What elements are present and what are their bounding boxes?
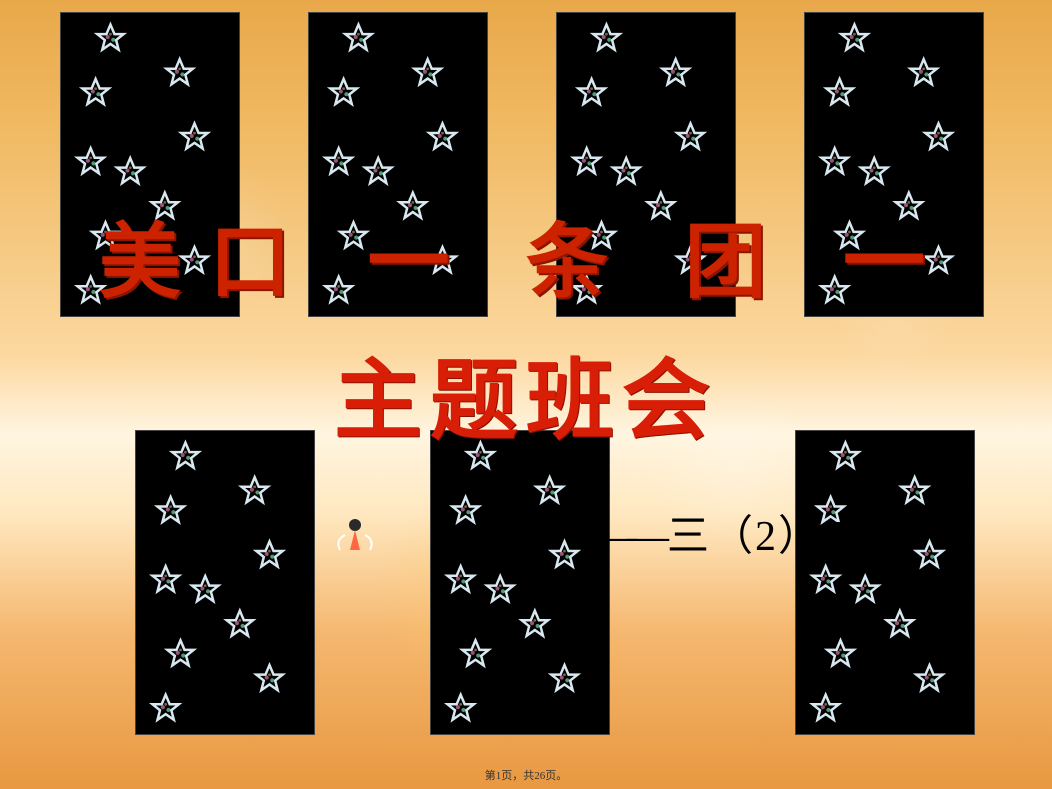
star-panel-5 — [135, 430, 315, 735]
star-panel-6 — [430, 430, 610, 735]
fairy-decoration — [330, 510, 380, 560]
star-panel-7 — [795, 430, 975, 735]
title-partial-text: 美口 一 条 团 一 — [0, 195, 1052, 314]
page-indicator: 第1页，共26页。 — [0, 767, 1052, 783]
main-title: 主题班会 — [0, 330, 1052, 457]
subtitle-text: 三（2）中 — [667, 514, 866, 560]
subtitle-dash: —— — [595, 514, 659, 560]
class-subtitle: ——三（2）中 — [595, 502, 866, 563]
